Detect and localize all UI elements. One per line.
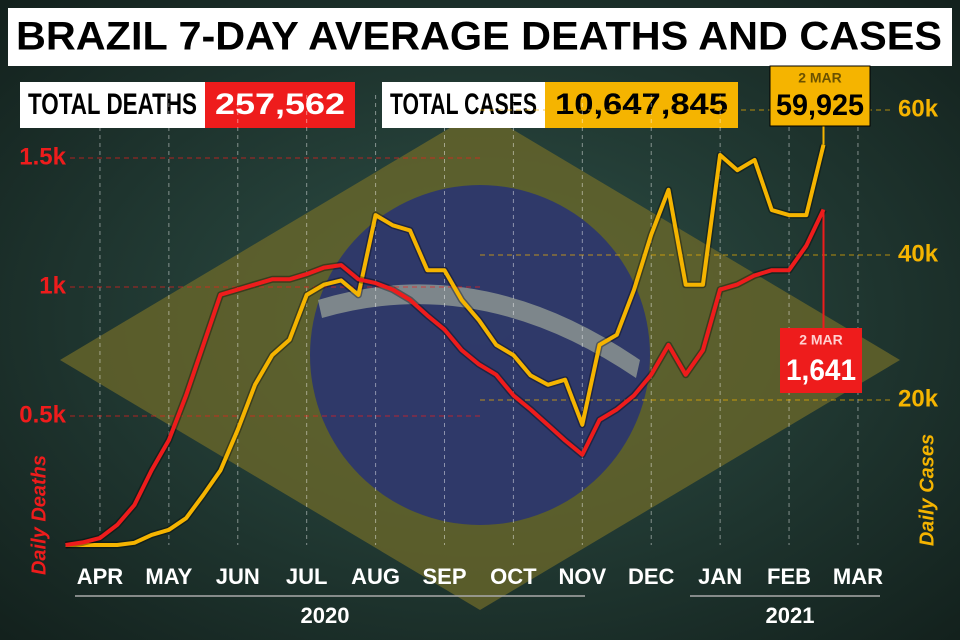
annotation-date: 2 MAR <box>798 70 842 86</box>
x-tick-label: MAY <box>145 564 192 589</box>
total-label-box <box>20 82 205 128</box>
x-tick-label: MAR <box>833 564 883 589</box>
x-tick-label: JAN <box>698 564 742 589</box>
y-axis-label: Daily Deaths <box>28 455 50 575</box>
y2-axis-label: Daily Cases <box>916 434 938 546</box>
y-tick-label: 1k <box>39 272 66 299</box>
x-tick-label: OCT <box>490 564 537 589</box>
x-tick-label: FEB <box>767 564 811 589</box>
series-line <box>65 144 826 547</box>
y-tick-label: 0.5k <box>19 401 66 428</box>
annotation-value: 59,925 <box>776 89 864 122</box>
annotation-box <box>780 328 862 393</box>
y2-tick-label: 60k <box>898 95 939 122</box>
x-tick-label: AUG <box>351 564 400 589</box>
year-label: 2021 <box>766 603 815 628</box>
x-tick-label: APR <box>77 564 124 589</box>
annotation-date: 2 MAR <box>799 332 843 348</box>
annotation-value: 1,641 <box>786 354 856 387</box>
chart-title: BRAZIL 7-DAY AVERAGE DEATHS AND CASES <box>16 15 942 59</box>
annotation-box <box>769 65 871 127</box>
title-box <box>8 8 952 66</box>
x-tick-label: SEP <box>422 564 466 589</box>
y-tick-label: 1.5k <box>19 143 66 170</box>
x-tick-label: JUN <box>216 564 260 589</box>
x-tick-label: DEC <box>628 564 675 589</box>
total-label-box <box>382 82 545 128</box>
series-line <box>65 208 826 547</box>
total-label: TOTAL DEATHS <box>28 88 197 121</box>
total-value-box <box>545 82 738 128</box>
total-value: 257,562 <box>215 88 345 121</box>
total-label: TOTAL CASES <box>390 88 537 121</box>
total-value-box <box>205 82 355 128</box>
year-label: 2020 <box>301 603 350 628</box>
x-tick-label: JUL <box>286 564 328 589</box>
x-tick-label: NOV <box>558 564 606 589</box>
total-value: 10,647,845 <box>555 88 728 121</box>
y2-tick-label: 40k <box>898 240 939 267</box>
flag-band <box>318 284 640 378</box>
y2-tick-label: 20k <box>898 385 939 412</box>
